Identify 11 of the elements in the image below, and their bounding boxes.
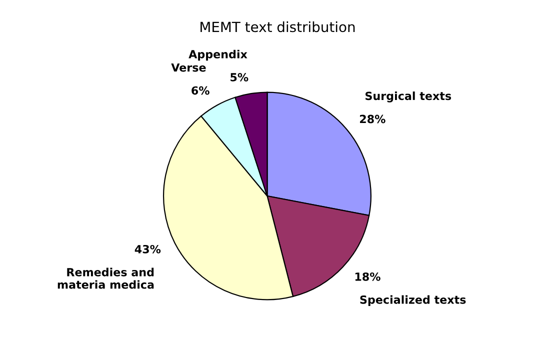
slice-label: Specialized texts [360,295,466,306]
data-label: 43% [134,244,161,254]
data-label: 18% [355,272,380,281]
data-label: 5% [230,73,248,82]
data-label: 28% [360,114,386,124]
slice-label: Remedies and materia medica [58,268,154,289]
chart-title: MEMT text distribution [200,21,355,32]
slice-label: Surgical texts [366,92,452,102]
slice-label: Verse [171,63,206,72]
slice-label: Appendix [188,50,248,61]
data-label: 6% [192,86,210,95]
